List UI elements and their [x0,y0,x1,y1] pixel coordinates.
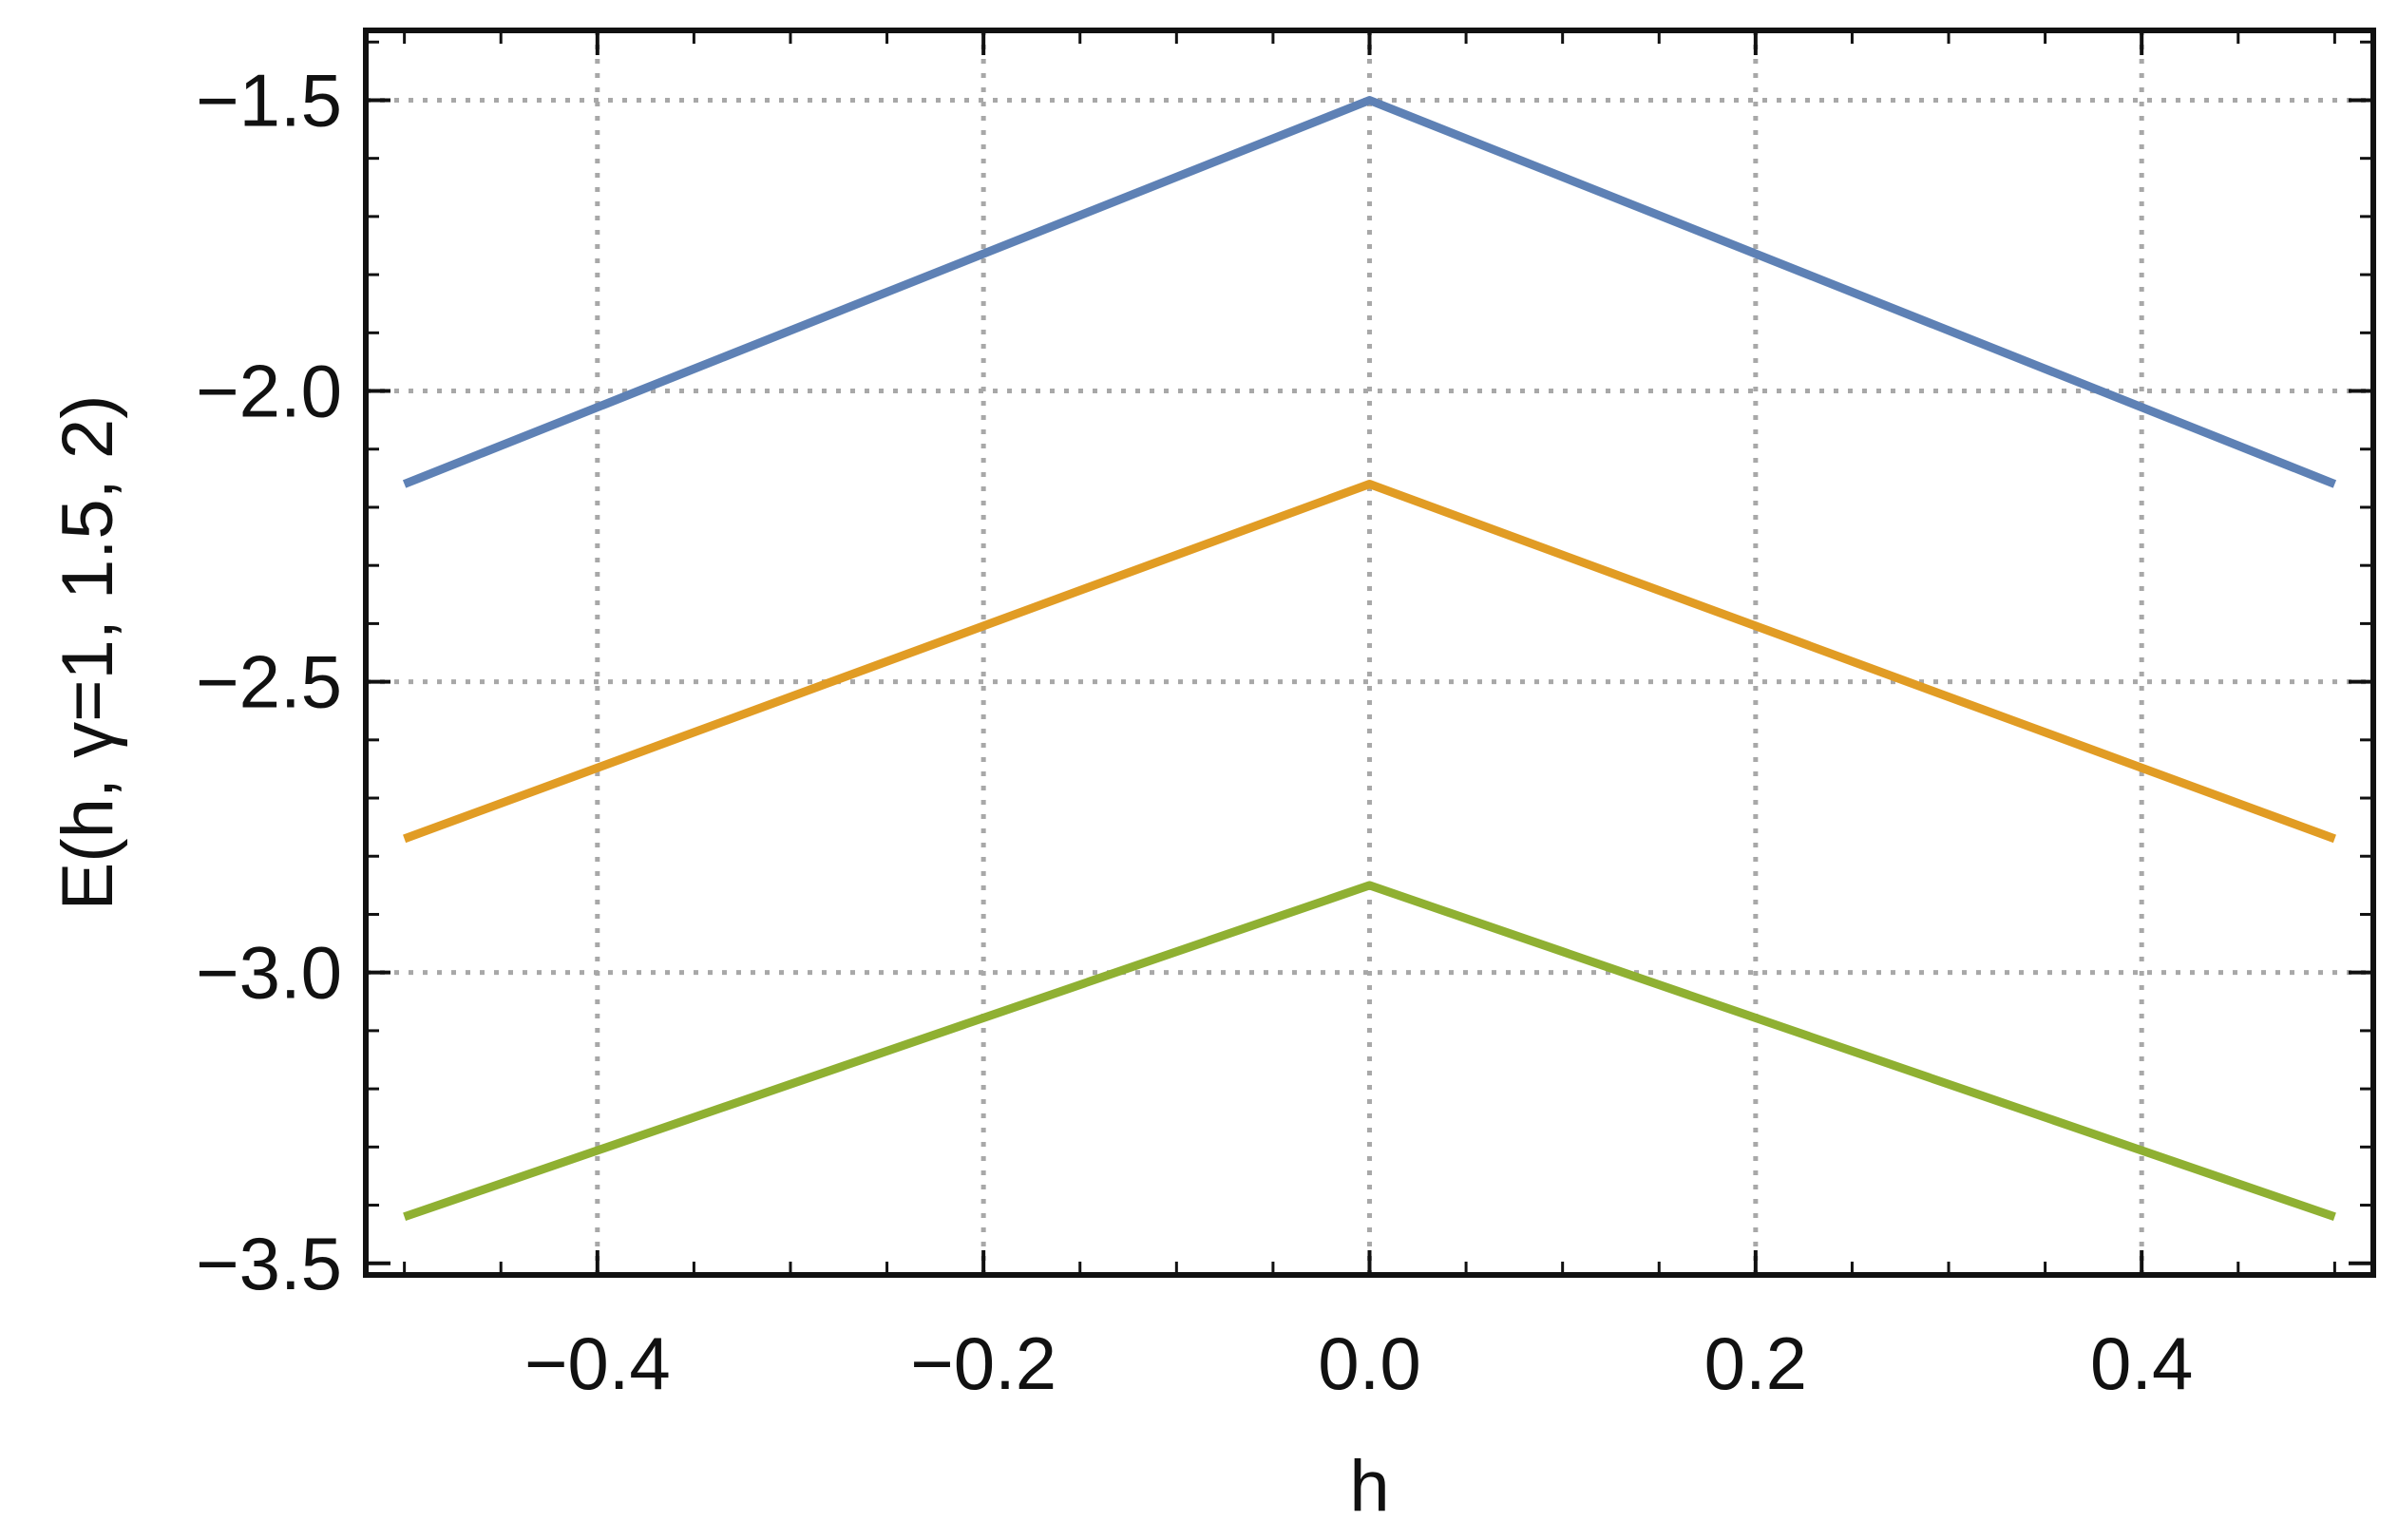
ticks [366,30,2373,1275]
series-line-1 [402,96,2337,488]
y-tick-label: −3.0 [196,931,342,1015]
x-tick-label: −0.4 [524,1321,671,1405]
y-tick-label: −3.5 [196,1222,342,1305]
y-axis-title: E(h, γ=1, 1.5, 2) [48,395,128,911]
tick-labels: −0.4 −0.2 0.0 0.2 0.4 −1.5 −2.0 −2.5 −3.0 −3.5 [196,58,2193,1405]
x-tick-label: −0.2 [910,1321,1056,1405]
x-tick-label: 0.0 [1318,1321,1420,1405]
y-tick-label: −2.0 [196,350,342,433]
y-tick-label: −1.5 [196,58,342,142]
x-axis-title: h [1349,1446,1389,1527]
x-tick-label: 0.4 [2090,1321,2193,1405]
series-line-3 [403,881,2336,1222]
series-line-2 [403,480,2336,844]
grid [366,30,2373,1275]
y-tick-label: −2.5 [196,640,342,724]
series-layer [402,96,2337,1222]
x-tick-label: 0.2 [1704,1321,1807,1405]
